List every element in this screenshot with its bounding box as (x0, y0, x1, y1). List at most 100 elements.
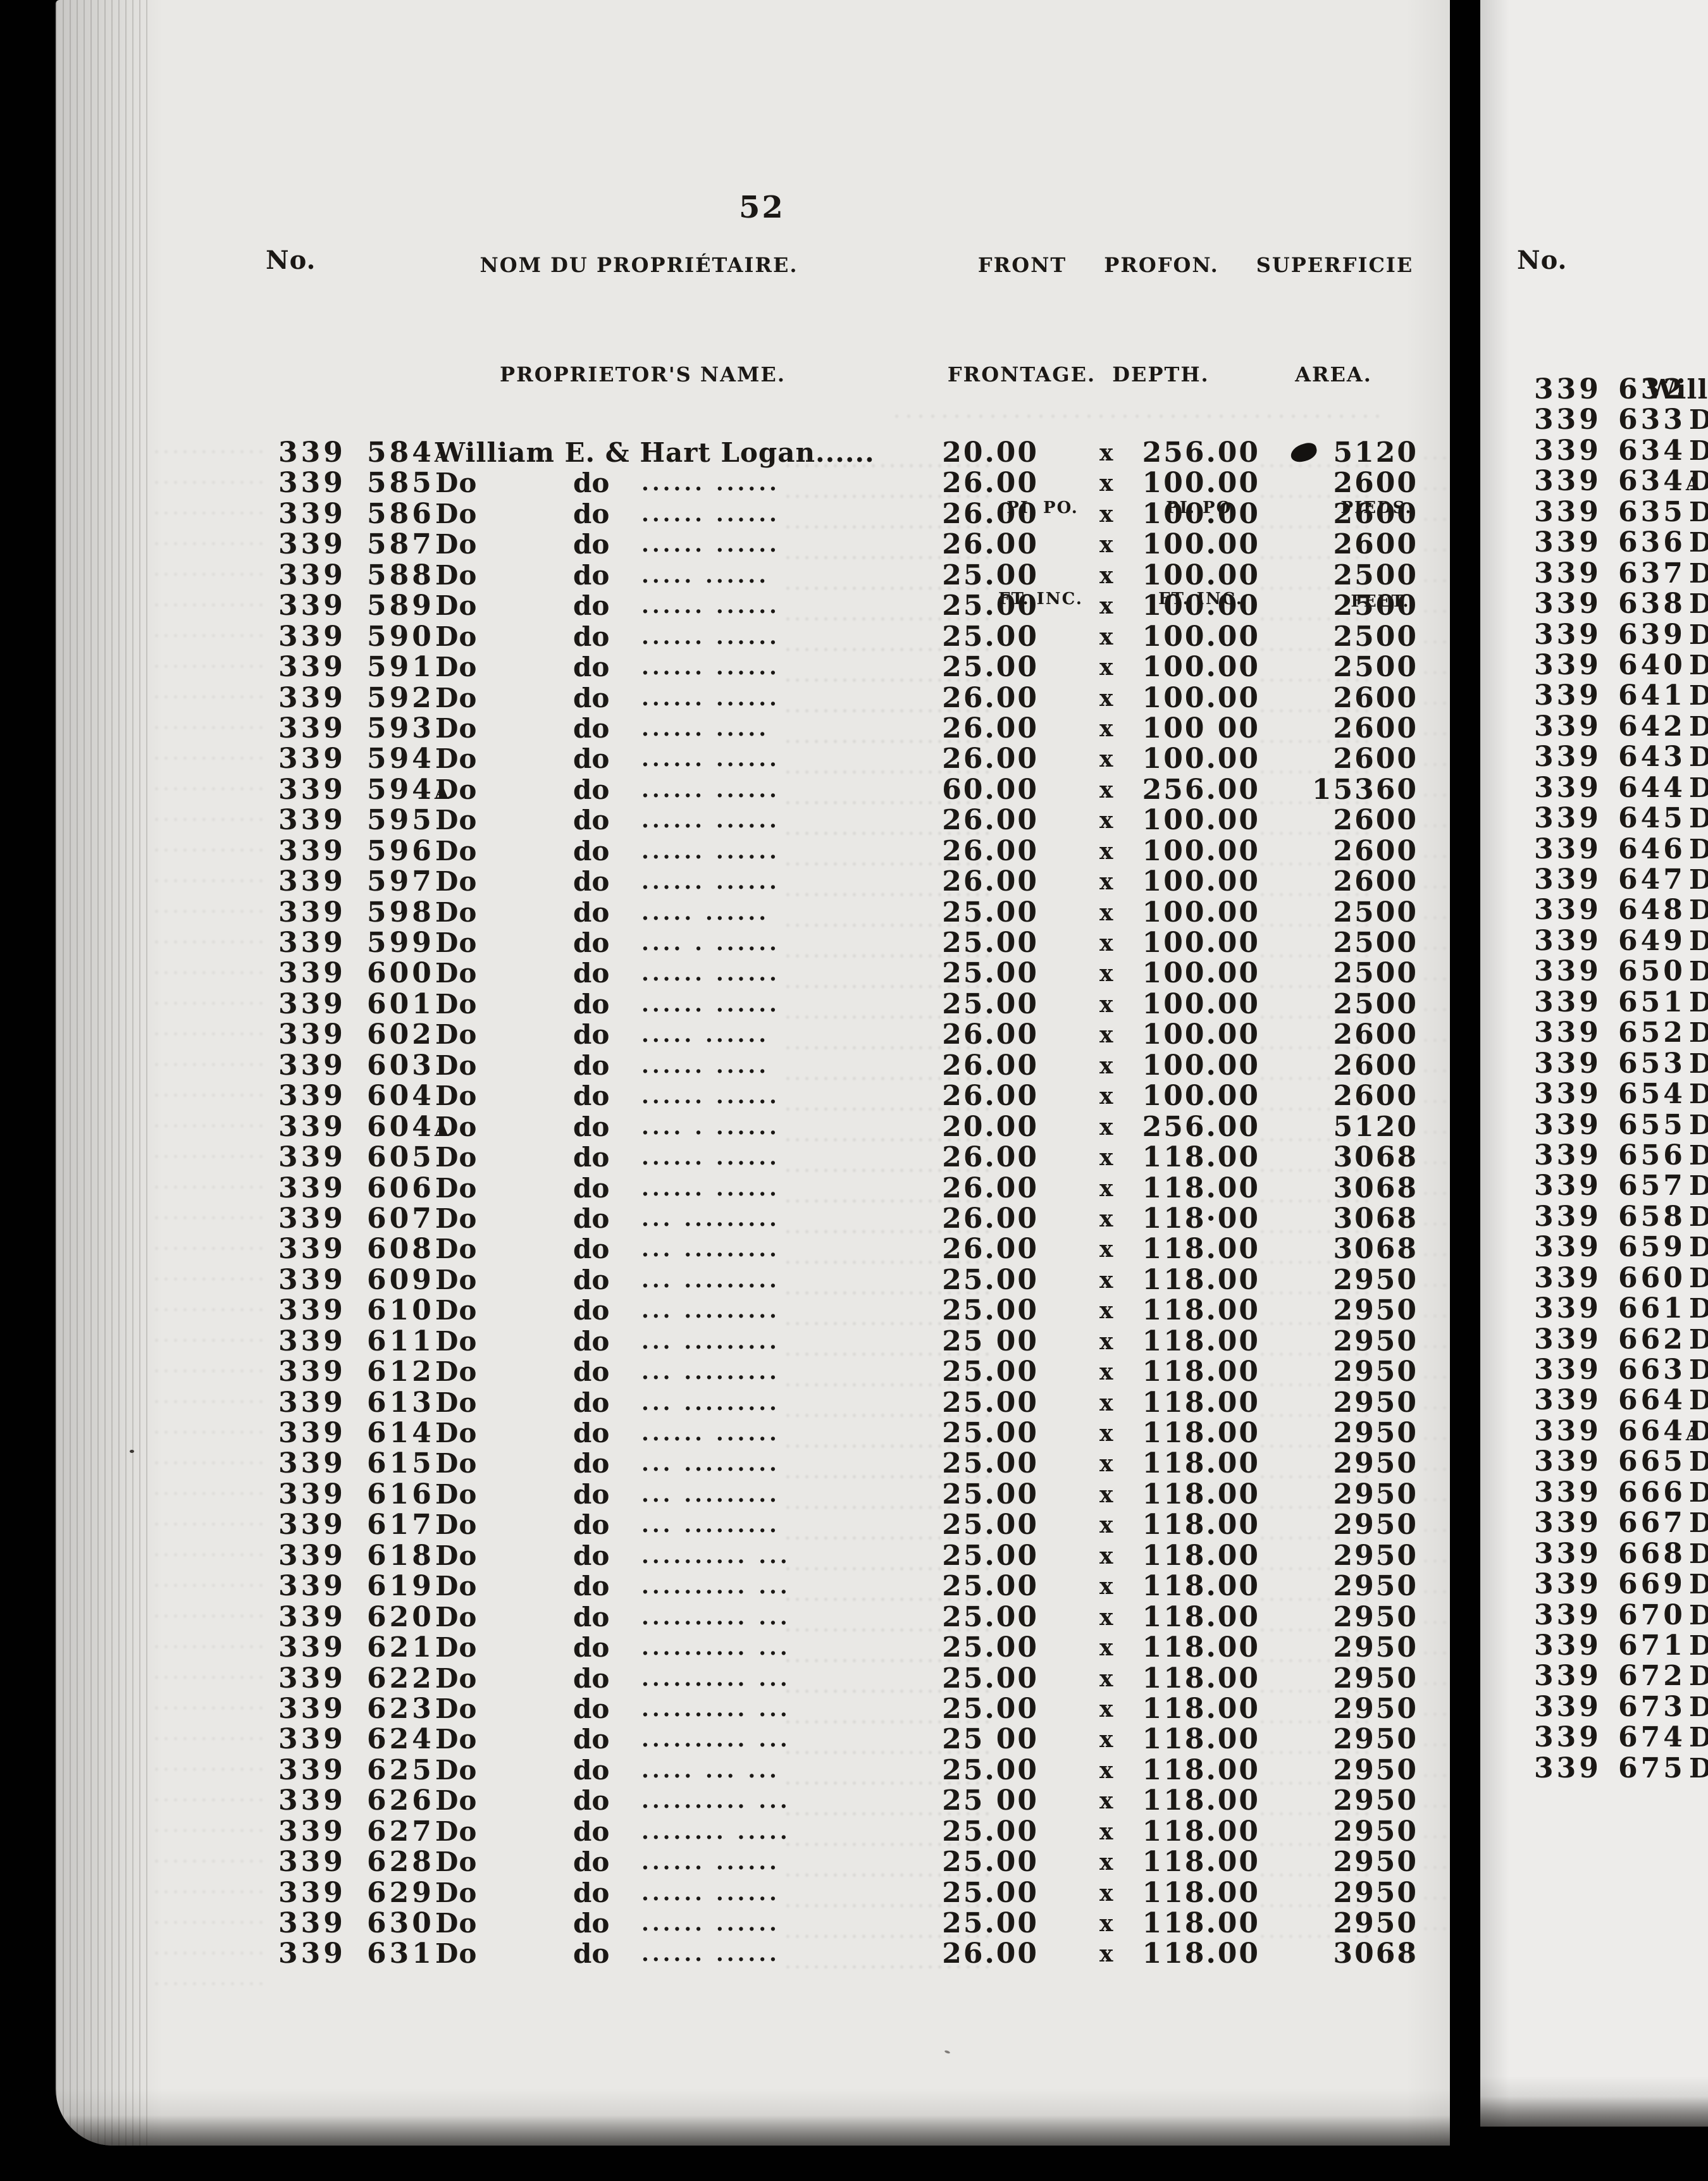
cell-proprietor-ditto: Do (435, 498, 478, 529)
table-row: 339 594A Do do ...... ...... 60.00 x 256.00 1536… (56, 773, 1450, 806)
cell-proprietor-name-clipped: D (1689, 435, 1708, 466)
cell-proprietor-name-clipped: D (1689, 1538, 1708, 1569)
cell-leader-dots: ... ......... (641, 1390, 780, 1416)
cell-depth: 100.00 (1142, 1080, 1260, 1113)
table-row: 339 674 D (1480, 1722, 1708, 1753)
cell-proprietor-ditto-2: do (573, 1724, 610, 1755)
cell-area: 2950 (1333, 1570, 1418, 1603)
page-shadow (1480, 2096, 1708, 2127)
cell-lot-number: 636 (1618, 526, 1686, 559)
cell-frontage: 26.00 (942, 712, 1039, 745)
table-row: 339 621 Do do .......... ... 25.00 x 118.00 2950 (56, 1633, 1450, 1663)
cell-proprietor-ditto: Do (435, 652, 478, 683)
cell-leader-dots: .......... ... (641, 1574, 791, 1600)
cell-depth: 100.00 (1142, 528, 1260, 561)
table-row: 339 599 Do do .... . ...... 25.00 x 100.00 2500 (56, 928, 1450, 958)
cell-leader-dots: .......... ... (641, 1665, 791, 1691)
cell-proprietor-ditto-2: do (573, 1295, 610, 1326)
cell-lot-number: 591 (367, 651, 435, 684)
unit-header-depth-en: FT. INC. (1158, 590, 1243, 609)
cell-cadastre-number: 339 (1534, 1200, 1602, 1233)
table-row: 339 624 Do do .......... ... 25 00 x 118.00 2950 (56, 1724, 1450, 1755)
cell-lot-number: 604 (367, 1080, 435, 1113)
cell-lot-number: 624 (367, 1723, 435, 1756)
cell-cadastre-number: 339 (278, 1509, 346, 1542)
cell-frontage: 25.00 (942, 1386, 1039, 1419)
cell-dimension-separator: x (1099, 1818, 1113, 1845)
cell-cadastre-number: 339 (1534, 1016, 1602, 1049)
cell-proprietor-ditto-2: do (573, 1264, 610, 1295)
cell-proprietor-name-clipped: D (1689, 925, 1708, 956)
cell-area: 3068 (1333, 1937, 1418, 1970)
cell-cadastre-number: 339 (278, 1447, 346, 1480)
cell-dimension-separator: x (1099, 1205, 1113, 1232)
cell-proprietor-name-clipped: D (1689, 1047, 1708, 1079)
cell-leader-dots: ...... ...... (641, 1941, 780, 1967)
cell-proprietor-name-clipped: D (1689, 833, 1708, 865)
cell-proprietor-ditto-2: do (573, 1418, 610, 1449)
cell-proprietor-ditto: Do (435, 1202, 478, 1234)
cell-cadastre-number: 339 (1534, 955, 1602, 988)
cell-lot-number: 619 (367, 1570, 435, 1603)
cell-proprietor-name-clipped: D (1689, 496, 1708, 528)
cell-cadastre-number: 339 (1534, 1323, 1602, 1356)
table-row: 339 652 D (1480, 1018, 1708, 1048)
cell-dimension-separator: x (1099, 746, 1113, 773)
cell-cadastre-number: 339 (278, 1263, 346, 1296)
cell-proprietor-name-clipped: D (1689, 1017, 1708, 1049)
table-row: 339 640 D (1480, 650, 1708, 681)
cell-leader-dots: ... ......... (641, 1206, 780, 1232)
cell-dimension-separator: x (1099, 1481, 1113, 1508)
cell-area: 2500 (1333, 651, 1418, 684)
cell-depth: 118.00 (1142, 1753, 1260, 1786)
cell-dimension-separator: x (1099, 991, 1113, 1018)
cell-proprietor-ditto-2: do (573, 1172, 610, 1204)
table-row: 339 589 Do do ...... ...... 25.00 x 100.00 2500 (56, 591, 1450, 621)
cell-lot-number: 621 (367, 1631, 435, 1664)
cell-lot-number: 672 (1618, 1660, 1686, 1693)
cell-frontage: 60.00 (942, 773, 1039, 806)
table-row: 339 645 D (1480, 803, 1708, 834)
cell-leader-dots: ...... ...... (641, 1421, 780, 1446)
cell-lot-number: 673 (1618, 1690, 1686, 1723)
cell-cadastre-number: 339 (278, 1080, 346, 1113)
cell-proprietor-name-clipped: D (1689, 680, 1708, 712)
cell-lot-number: 623 (367, 1692, 435, 1725)
cell-leader-dots: ...... ...... (641, 777, 780, 803)
cell-proprietor-ditto-2: do (573, 835, 610, 867)
cell-cadastre-number: 339 (278, 1692, 346, 1725)
cell-leader-dots: ...... ...... (641, 746, 780, 772)
cell-leader-dots: ...... ...... (641, 501, 780, 527)
cell-cadastre-number: 339 (278, 1171, 346, 1204)
cell-frontage: 25.00 (942, 1417, 1039, 1449)
cell-proprietor-ditto: Do (435, 1754, 478, 1786)
cell-lot-number: 645 (1618, 802, 1686, 835)
cell-lot-number: 629 (367, 1876, 435, 1909)
cell-depth: 118.00 (1142, 1447, 1260, 1480)
cell-cadastre-number: 339 (1534, 802, 1602, 835)
table-row: 339 584A William E. & Hart Logan...... 20.0… (56, 438, 1450, 468)
cell-cadastre-number: 339 (278, 1325, 346, 1357)
cell-depth: 100.00 (1142, 896, 1260, 929)
cell-proprietor-ditto-2: do (573, 1142, 610, 1173)
cell-leader-dots: ...... ...... (641, 869, 780, 895)
cell-proprietor-ditto-2: do (573, 1111, 610, 1142)
cell-cadastre-number: 339 (278, 1294, 346, 1327)
table-row: 339 675 D (1480, 1753, 1708, 1784)
cell-cadastre-number: 339 (278, 712, 346, 745)
cell-cadastre-number: 339 (1534, 1598, 1602, 1631)
cell-leader-dots: ...... ..... (641, 1053, 770, 1078)
cell-depth: 118·00 (1142, 1202, 1260, 1235)
cell-proprietor-name-clipped: D (1689, 1170, 1708, 1202)
cell-leader-dots: .......... ... (641, 1788, 791, 1814)
cell-area: 2600 (1333, 743, 1418, 775)
cell-proprietor-name-clipped: Will (1646, 374, 1708, 405)
cell-lot-number: 637 (1618, 557, 1686, 590)
cell-dimension-separator: x (1099, 1236, 1113, 1263)
cell-proprietor-ditto: Do (435, 1877, 478, 1908)
cell-proprietor-ditto-2: do (573, 1601, 610, 1633)
lot-suffix: A (434, 1118, 450, 1140)
cell-lot-number: 604A (367, 1110, 450, 1143)
cell-dimension-separator: x (1099, 1175, 1113, 1202)
